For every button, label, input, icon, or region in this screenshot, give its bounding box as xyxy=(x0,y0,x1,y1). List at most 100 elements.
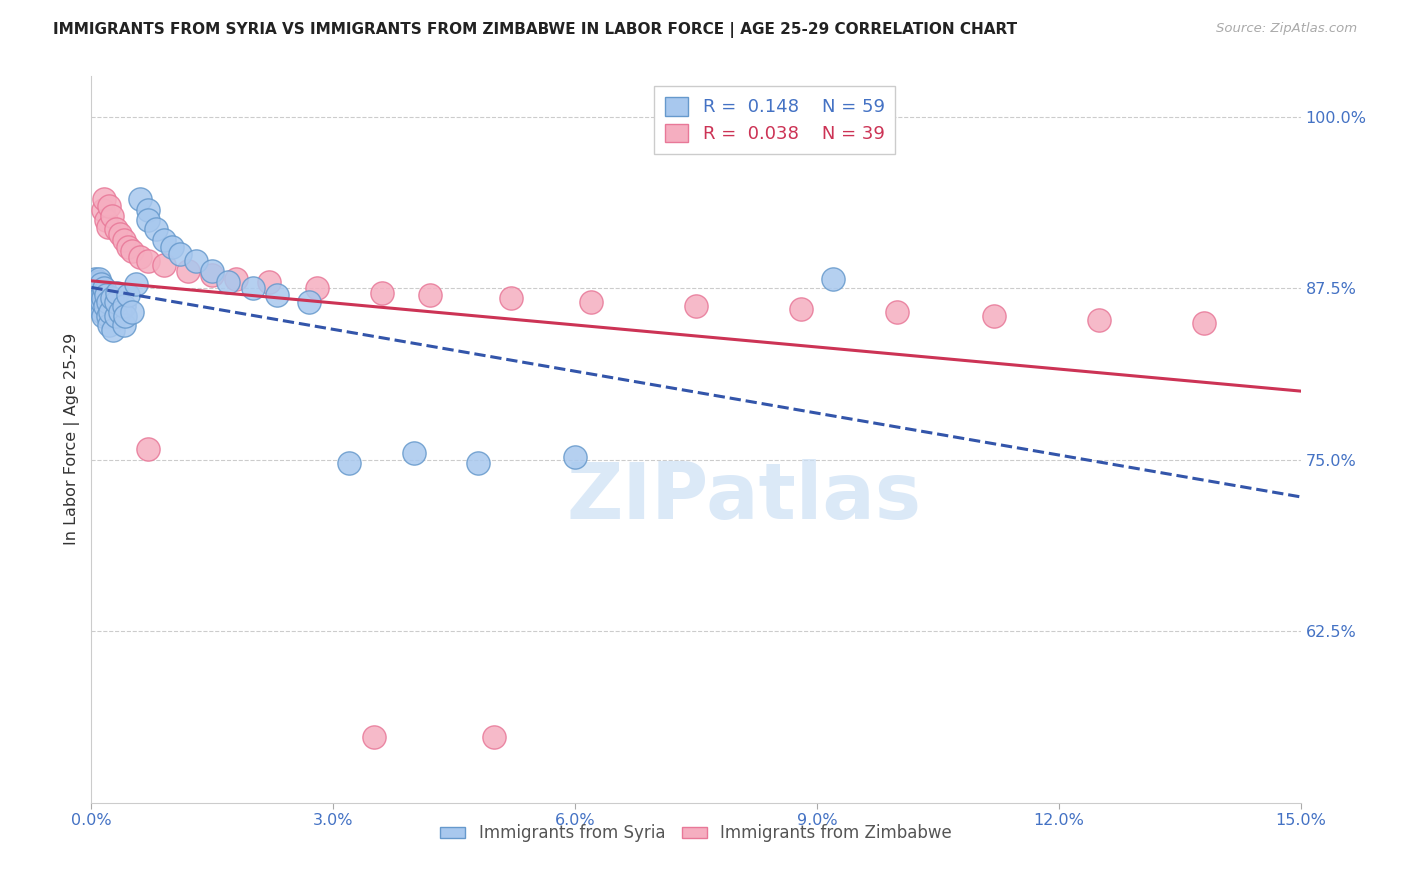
Point xyxy=(153,234,176,248)
Point xyxy=(89,281,111,295)
Point xyxy=(790,301,813,316)
Point xyxy=(121,304,143,318)
Point xyxy=(100,291,122,305)
Point xyxy=(98,199,121,213)
Point xyxy=(983,309,1005,323)
Point xyxy=(90,285,112,300)
Point xyxy=(104,295,127,310)
Point xyxy=(363,730,385,744)
Point xyxy=(89,272,111,286)
Point xyxy=(217,275,239,289)
Point xyxy=(93,281,115,295)
Point xyxy=(1192,316,1215,330)
Point xyxy=(93,192,115,206)
Y-axis label: In Labor Force | Age 25-29: In Labor Force | Age 25-29 xyxy=(65,334,80,545)
Point xyxy=(112,234,135,248)
Point xyxy=(87,285,110,300)
Point xyxy=(84,281,107,295)
Point xyxy=(96,309,118,323)
Point xyxy=(242,281,264,295)
Point xyxy=(90,288,112,302)
Point xyxy=(93,203,115,218)
Point xyxy=(484,730,506,744)
Point xyxy=(83,281,105,295)
Point xyxy=(419,288,441,302)
Point xyxy=(467,456,489,470)
Point xyxy=(370,285,392,300)
Text: IMMIGRANTS FROM SYRIA VS IMMIGRANTS FROM ZIMBABWE IN LABOR FORCE | AGE 25-29 COR: IMMIGRANTS FROM SYRIA VS IMMIGRANTS FROM… xyxy=(53,22,1018,38)
Point xyxy=(257,275,280,289)
Point xyxy=(90,299,112,313)
Point xyxy=(104,309,127,323)
Point xyxy=(201,268,224,282)
Point xyxy=(177,263,200,277)
Text: ZIPatlas: ZIPatlas xyxy=(567,459,922,535)
Point xyxy=(89,291,111,305)
Point xyxy=(108,304,131,318)
Point xyxy=(98,304,121,318)
Point xyxy=(186,254,208,268)
Point xyxy=(121,244,143,259)
Point xyxy=(112,299,135,313)
Point xyxy=(1088,313,1111,327)
Point xyxy=(136,212,159,227)
Point xyxy=(83,277,105,292)
Point xyxy=(337,456,360,470)
Point xyxy=(89,299,111,313)
Point xyxy=(86,288,108,302)
Point xyxy=(87,277,110,292)
Point xyxy=(87,275,110,289)
Point xyxy=(402,446,425,460)
Point xyxy=(93,309,115,323)
Point xyxy=(87,295,110,310)
Point xyxy=(90,277,112,292)
Point xyxy=(153,258,176,272)
Point xyxy=(84,288,107,302)
Point xyxy=(84,288,107,302)
Point xyxy=(112,318,135,333)
Point xyxy=(114,309,136,323)
Point xyxy=(169,247,191,261)
Point xyxy=(84,272,107,286)
Point xyxy=(89,288,111,302)
Point xyxy=(201,263,224,277)
Point xyxy=(499,291,522,305)
Point xyxy=(266,288,288,302)
Point xyxy=(87,281,110,295)
Point xyxy=(145,222,167,236)
Legend: Immigrants from Syria, Immigrants from Zimbabwe: Immigrants from Syria, Immigrants from Z… xyxy=(433,818,959,849)
Point xyxy=(98,318,121,333)
Point xyxy=(96,295,118,310)
Point xyxy=(821,272,844,286)
Point xyxy=(108,227,131,241)
Point xyxy=(89,277,111,292)
Point xyxy=(94,212,117,227)
Point xyxy=(225,272,247,286)
Point xyxy=(94,299,117,313)
Point xyxy=(564,450,586,464)
Point xyxy=(160,240,183,254)
Point xyxy=(93,291,115,305)
Point xyxy=(83,277,105,292)
Point xyxy=(117,288,139,302)
Point xyxy=(307,281,329,295)
Point xyxy=(90,295,112,310)
Point xyxy=(886,304,908,318)
Point xyxy=(105,285,128,300)
Text: Source: ZipAtlas.com: Source: ZipAtlas.com xyxy=(1216,22,1357,36)
Point xyxy=(579,295,602,310)
Point xyxy=(86,275,108,289)
Point xyxy=(136,203,159,218)
Point xyxy=(125,277,148,292)
Point xyxy=(104,222,127,236)
Point xyxy=(136,442,159,456)
Point xyxy=(117,240,139,254)
Point xyxy=(100,209,122,223)
Point xyxy=(91,285,114,300)
Point xyxy=(128,250,150,264)
Point xyxy=(96,219,118,234)
Point xyxy=(84,281,107,295)
Point xyxy=(87,295,110,310)
Point xyxy=(128,192,150,206)
Point xyxy=(101,322,124,336)
